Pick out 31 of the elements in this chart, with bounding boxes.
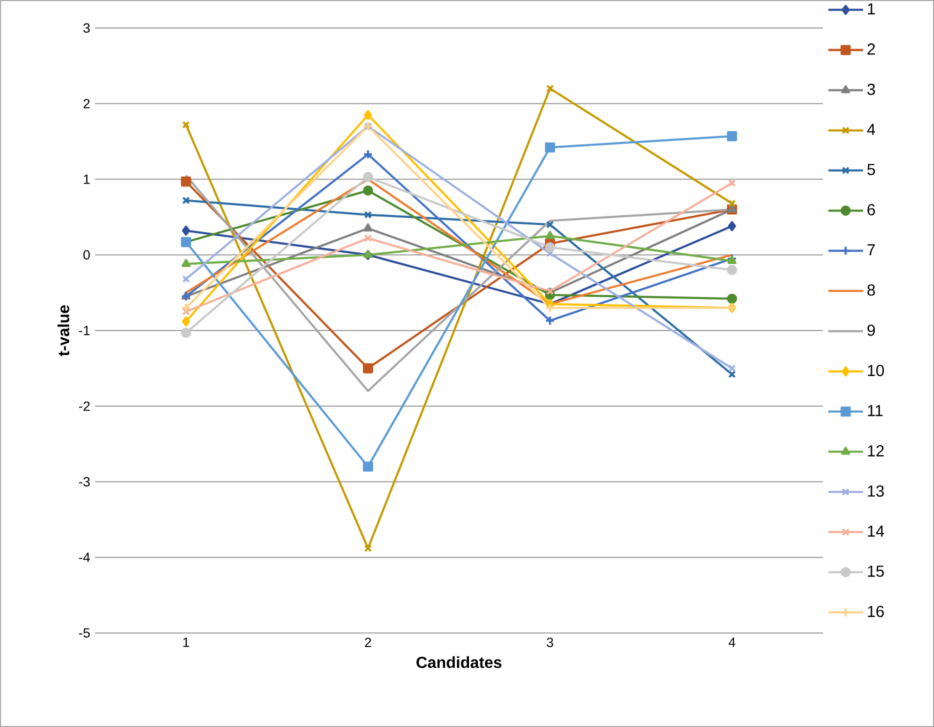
x-tick-label: 3 <box>546 638 554 648</box>
legend-label: 1 <box>868 3 875 14</box>
legend-label: 4 <box>867 124 876 135</box>
legend-label: 14 <box>868 526 884 537</box>
y-tick-label: -2 <box>79 401 90 411</box>
legend-label: 13 <box>868 485 884 497</box>
x-tick-label: 2 <box>364 638 372 648</box>
legend-label: 15 <box>868 566 884 577</box>
legend-label: 11 <box>868 405 883 416</box>
y-tick-label: 0 <box>83 250 90 260</box>
y-axis-title: t-value <box>58 305 70 356</box>
y-tick-label: 3 <box>83 23 90 33</box>
legend-label: 12 <box>868 445 884 456</box>
legend-label: 10 <box>868 364 884 376</box>
x-axis-title: Candidates <box>416 656 502 668</box>
y-tick-label: -4 <box>79 552 90 562</box>
x-tick-label: 4 <box>728 638 736 647</box>
legend-label: 9 <box>867 324 875 336</box>
legend-label: 2 <box>868 43 875 55</box>
x-tick-label: 1 <box>183 638 190 647</box>
y-tick-label: 1 <box>84 174 90 184</box>
y-tick-label: -5 <box>79 628 90 638</box>
y-tick-label: -3 <box>79 477 90 486</box>
legend-label: 6 <box>868 204 875 216</box>
legend-label: 16 <box>868 606 884 618</box>
legend-label: 8 <box>867 284 875 296</box>
y-tick-label: -1 <box>79 326 90 336</box>
legend-label: 5 <box>867 164 875 176</box>
y-tick-label: 2 <box>84 98 90 108</box>
legend-label: 3 <box>867 84 875 95</box>
legend-label: 7 <box>868 244 875 256</box>
